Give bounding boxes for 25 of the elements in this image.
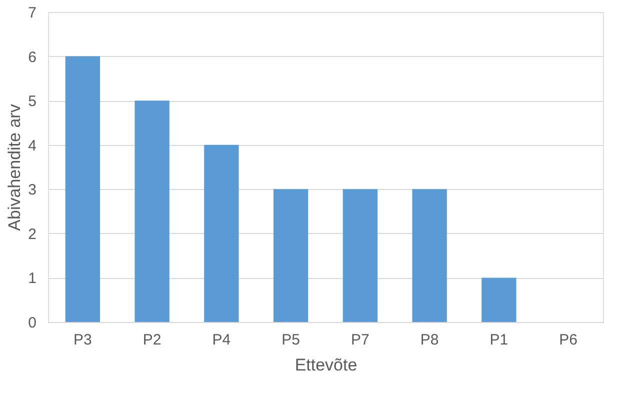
y-tick-label: 5 [28,93,36,110]
x-tick-label: P5 [282,332,300,348]
y-tick-label: 2 [28,226,36,243]
bar [65,56,100,322]
x-tick-label: P8 [420,332,439,348]
y-tick-label: 4 [28,137,36,154]
y-axis-title: Abivahendite arv [5,104,24,231]
bar [482,278,516,322]
y-tick-label: 7 [28,4,36,22]
bar [134,100,170,322]
bar [412,189,447,322]
x-tick-label: P1 [490,332,508,348]
x-axis-title: Ettevõte [294,356,358,374]
x-tick-label: P6 [559,332,578,348]
y-tick-label: 0 [28,314,36,332]
y-tick-label: 6 [28,48,36,66]
x-tick-label: P7 [351,332,370,348]
x-tick-label: P2 [142,332,162,348]
bar [204,144,239,322]
bar [273,189,308,322]
x-tick-label: P4 [212,332,231,348]
bar [342,189,378,322]
x-tick-label: P3 [74,332,92,348]
y-tick-label: 1 [28,270,36,288]
y-tick-label: 3 [28,182,36,199]
